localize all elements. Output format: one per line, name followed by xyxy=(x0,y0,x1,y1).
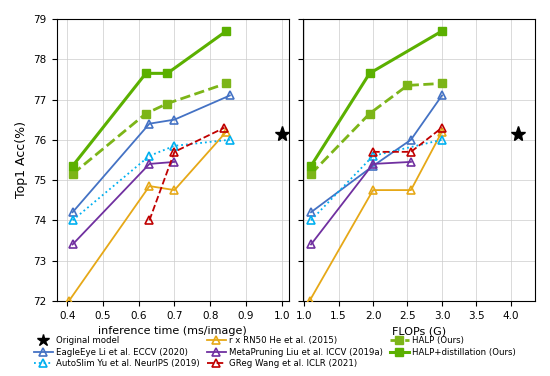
Legend: Original model, EagleEye Li et al. ECCV (2020), AutoSlim Yu et al. NeurIPS (2019: Original model, EagleEye Li et al. ECCV … xyxy=(30,333,520,372)
Y-axis label: Top1 Acc(%): Top1 Acc(%) xyxy=(15,121,28,199)
X-axis label: inference time (ms/image): inference time (ms/image) xyxy=(98,326,247,336)
X-axis label: FLOPs (G): FLOPs (G) xyxy=(392,326,446,336)
